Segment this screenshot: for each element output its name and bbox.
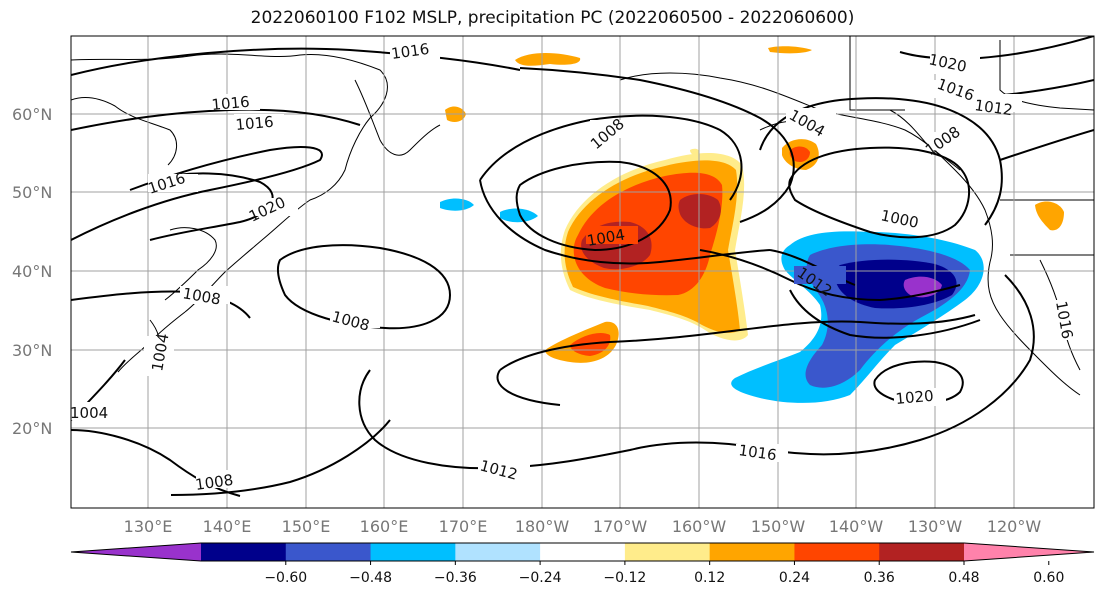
isobar-label: 1008 <box>194 471 234 494</box>
lon-label: 140°W <box>829 517 884 536</box>
map-frame <box>70 35 1095 509</box>
lon-label: 150°E <box>282 517 331 536</box>
colorbar-tick-label: −0.24 <box>519 570 562 586</box>
isobar-label: 1012 <box>973 96 1013 119</box>
lat-label: 40°N <box>12 262 52 281</box>
colorbar-bin <box>794 543 880 561</box>
lon-label: 180°W <box>515 517 570 536</box>
precip-negative-anomaly <box>440 198 984 403</box>
isobar-label: 1016 <box>211 93 251 114</box>
colorbar-tick-label: 0.12 <box>694 570 725 586</box>
latitude-labels: 60°N 50°N 40°N 30°N 20°N <box>12 105 52 438</box>
longitude-labels: 130°E 140°E 150°E 160°E 170°E 180°W 170°… <box>124 517 1042 536</box>
isobar-label: 1016 <box>235 113 275 134</box>
lat-label: 30°N <box>12 341 52 360</box>
isobar-label: 1016 <box>737 441 777 464</box>
colorbar-tick-label: −0.36 <box>434 570 477 586</box>
lon-label: 170°E <box>439 517 488 536</box>
lat-label: 60°N <box>12 105 52 124</box>
isobar-label: 1020 <box>895 387 935 408</box>
colorbar-tick-label: −0.48 <box>349 570 392 586</box>
lon-label: 160°E <box>360 517 409 536</box>
lon-label: 130°W <box>908 517 963 536</box>
colorbar-bin <box>201 543 287 561</box>
lon-label: 140°E <box>203 517 252 536</box>
colorbar-bin <box>540 543 626 561</box>
colorbar-bin <box>455 543 541 561</box>
isobar-label: 1004 <box>70 404 108 422</box>
graticule <box>71 36 1094 508</box>
colorbar-bin <box>624 543 711 561</box>
lon-label: 170°W <box>593 517 648 536</box>
colorbar-tick-label: 0.36 <box>864 570 895 586</box>
colorbar-bin <box>709 543 795 561</box>
lat-label: 20°N <box>12 419 52 438</box>
lon-label: 120°W <box>987 517 1042 536</box>
colorbar: −0.60 −0.48 −0.36 −0.24 −0.12 0.12 0.24 0.36 0.4… <box>70 542 1095 586</box>
coastlines <box>71 36 1094 396</box>
colorbar-bin <box>879 543 965 561</box>
precip-positive-anomaly <box>445 46 1064 363</box>
colorbar-extend-high <box>964 543 1094 561</box>
colorbar-extend-low <box>71 543 201 561</box>
isobar-label: 1016 <box>390 40 430 63</box>
colorbar-bin <box>285 543 372 561</box>
isobars <box>71 36 1094 497</box>
colorbar-tick-label: 0.60 <box>1033 570 1064 586</box>
colorbar-tick-label: 0.24 <box>779 570 810 586</box>
colorbar-tick-label: −0.12 <box>603 570 646 586</box>
lon-label: 150°W <box>751 517 806 536</box>
lon-label: 160°W <box>672 517 727 536</box>
colorbar-tick-label: 0.48 <box>948 570 979 586</box>
colorbar-bin <box>370 543 456 561</box>
colorbar-outline <box>70 542 1095 562</box>
lon-label: 130°E <box>124 517 173 536</box>
lat-label: 50°N <box>12 183 52 202</box>
colorbar-tick-label: −0.60 <box>264 570 307 586</box>
map-title: 2022060100 F102 MSLP, precipitation PC (… <box>250 8 855 28</box>
